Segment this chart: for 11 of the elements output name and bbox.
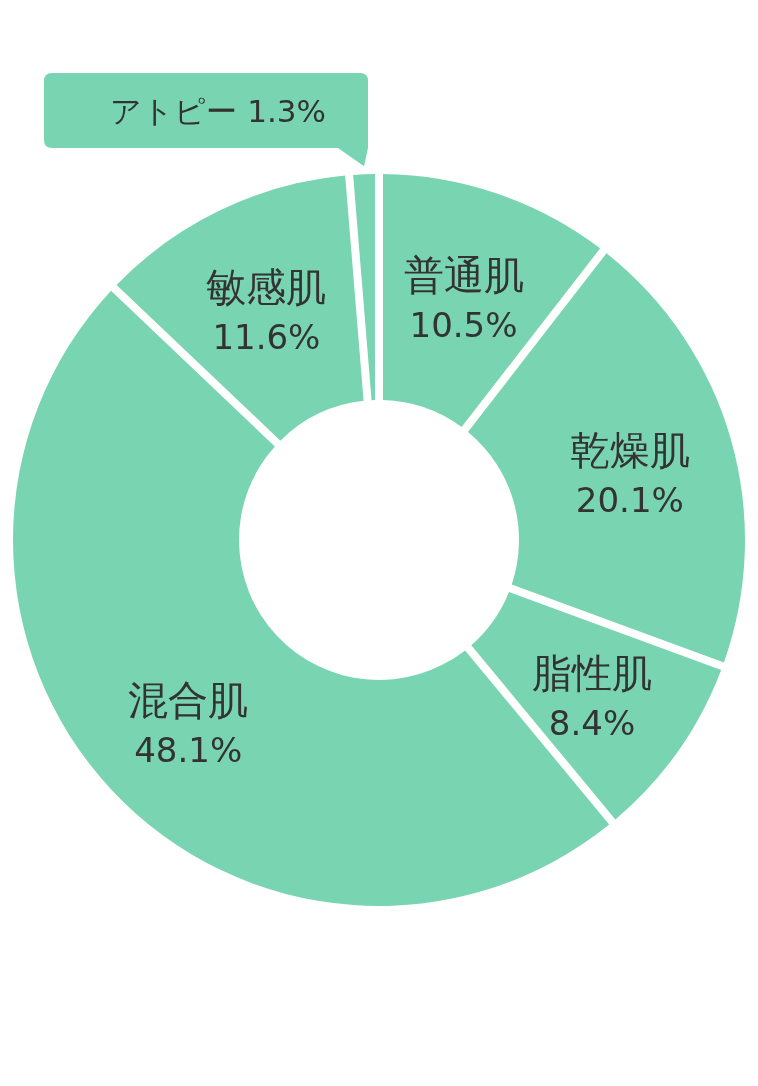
slice-label: 敏感肌 [206,263,327,310]
slice-label: アトピー 1.3% [110,92,326,129]
slice-label: 普通肌 [403,252,524,299]
data-label: 11.6% [212,316,321,357]
data-label: 10.5% [409,305,518,346]
data-label: 8.4% [548,702,636,743]
slice-label: 脂性肌 [532,649,653,696]
data-label: 20.1% [575,479,684,520]
slice-label: 混合肌 [128,677,249,724]
slice-label: 乾燥肌 [569,426,690,473]
data-label: 48.1% [134,730,243,771]
